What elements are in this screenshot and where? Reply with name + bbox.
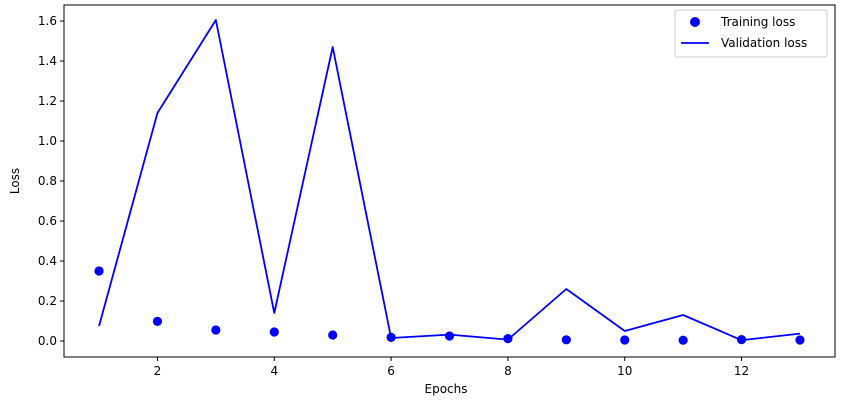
y-tick-label: 1.0 [38,134,57,148]
training-loss-point [269,327,279,337]
y-tick-label: 0.2 [38,294,57,308]
y-tick-label: 0.6 [38,214,57,228]
legend-marker-training-loss [690,17,700,27]
x-tick-label: 12 [734,364,749,378]
y-tick-label: 1.4 [38,54,57,68]
legend-frame [674,9,828,58]
y-axis: 0.0 0.2 0.4 0.6 0.8 1.0 1.2 1.4 1.6 [38,14,64,348]
training-loss-point [94,266,104,276]
x-axis: 2 4 6 8 10 12 [154,357,749,378]
y-tick-label: 1.2 [38,94,57,108]
x-tick-label: 2 [154,364,162,378]
y-axis-label: Loss [8,168,22,194]
x-tick-label: 10 [617,364,632,378]
series-layer [94,19,805,345]
x-tick-label: 4 [270,364,278,378]
training-loss-point [328,330,338,340]
training-loss-point [795,335,805,345]
y-tick-label: 0.4 [38,254,57,268]
training-loss-point [620,335,630,345]
training-loss-point [561,335,571,345]
training-loss-point [444,331,455,341]
training-loss-point [152,316,163,326]
legend-label-training-loss: Training loss [720,15,795,29]
training-loss-point [211,325,221,335]
x-tick-label: 6 [387,364,395,378]
legend: Training loss Validation loss [674,9,828,58]
x-axis-label: Epochs [425,382,468,396]
x-tick-label: 8 [504,364,512,378]
y-tick-label: 0.0 [38,334,57,348]
y-tick-label: 1.6 [38,14,57,28]
legend-label-validation-loss: Validation loss [721,36,807,50]
validation-loss-line [98,19,801,342]
plot-area [63,4,836,358]
training-loss-point [678,335,688,345]
y-tick-label: 0.8 [38,174,57,188]
